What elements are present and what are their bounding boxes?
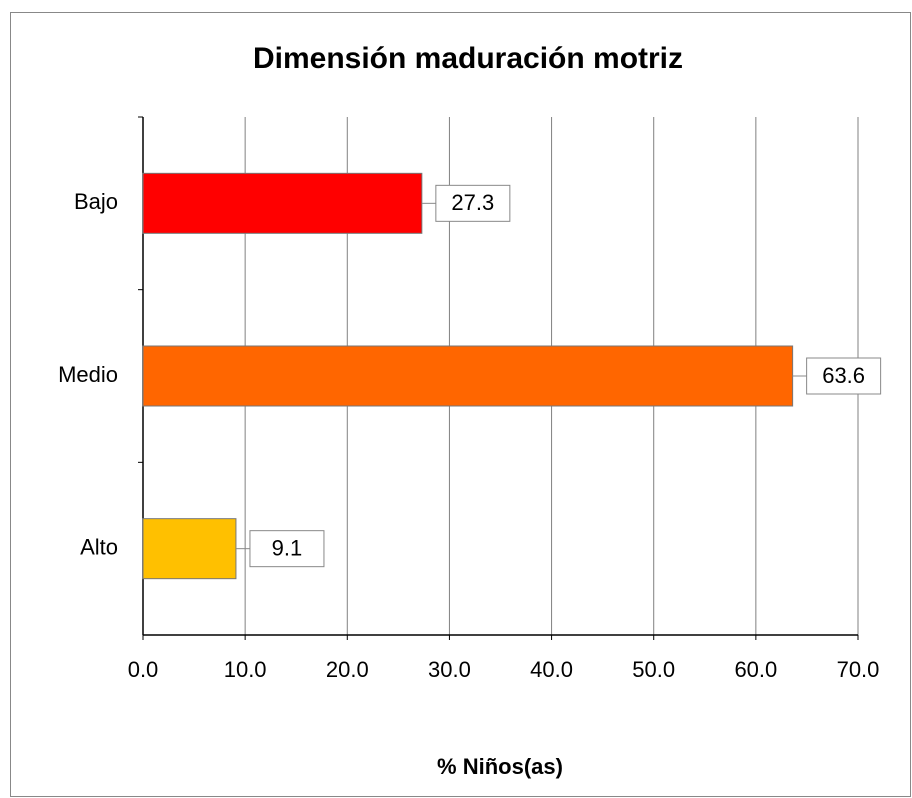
chart-title: Dimensión maduración motriz bbox=[253, 42, 683, 75]
x-tick-label: 40.0 bbox=[530, 657, 573, 682]
value-label: 27.3 bbox=[451, 190, 494, 215]
value-label-box bbox=[806, 357, 882, 395]
y-tick-label: Bajo bbox=[74, 189, 118, 214]
value-label-box bbox=[435, 184, 511, 222]
x-tick-label: 20.0 bbox=[326, 657, 369, 682]
x-axis-label: % Niños(as) bbox=[437, 754, 563, 779]
bar bbox=[142, 172, 423, 234]
x-tick-label: 50.0 bbox=[632, 657, 675, 682]
bar bbox=[142, 518, 237, 580]
value-label: 9.1 bbox=[272, 535, 303, 560]
x-tick-label: 30.0 bbox=[428, 657, 471, 682]
x-tick-label: 10.0 bbox=[224, 657, 267, 682]
x-tick-label: 70.0 bbox=[837, 657, 880, 682]
value-label: 63.6 bbox=[822, 363, 865, 388]
x-tick-label: 60.0 bbox=[734, 657, 777, 682]
y-tick-label: Alto bbox=[80, 534, 118, 559]
y-tick-label: Medio bbox=[58, 362, 118, 387]
value-label-box bbox=[249, 530, 325, 568]
bar bbox=[142, 345, 794, 407]
x-tick-label: 0.0 bbox=[128, 657, 159, 682]
